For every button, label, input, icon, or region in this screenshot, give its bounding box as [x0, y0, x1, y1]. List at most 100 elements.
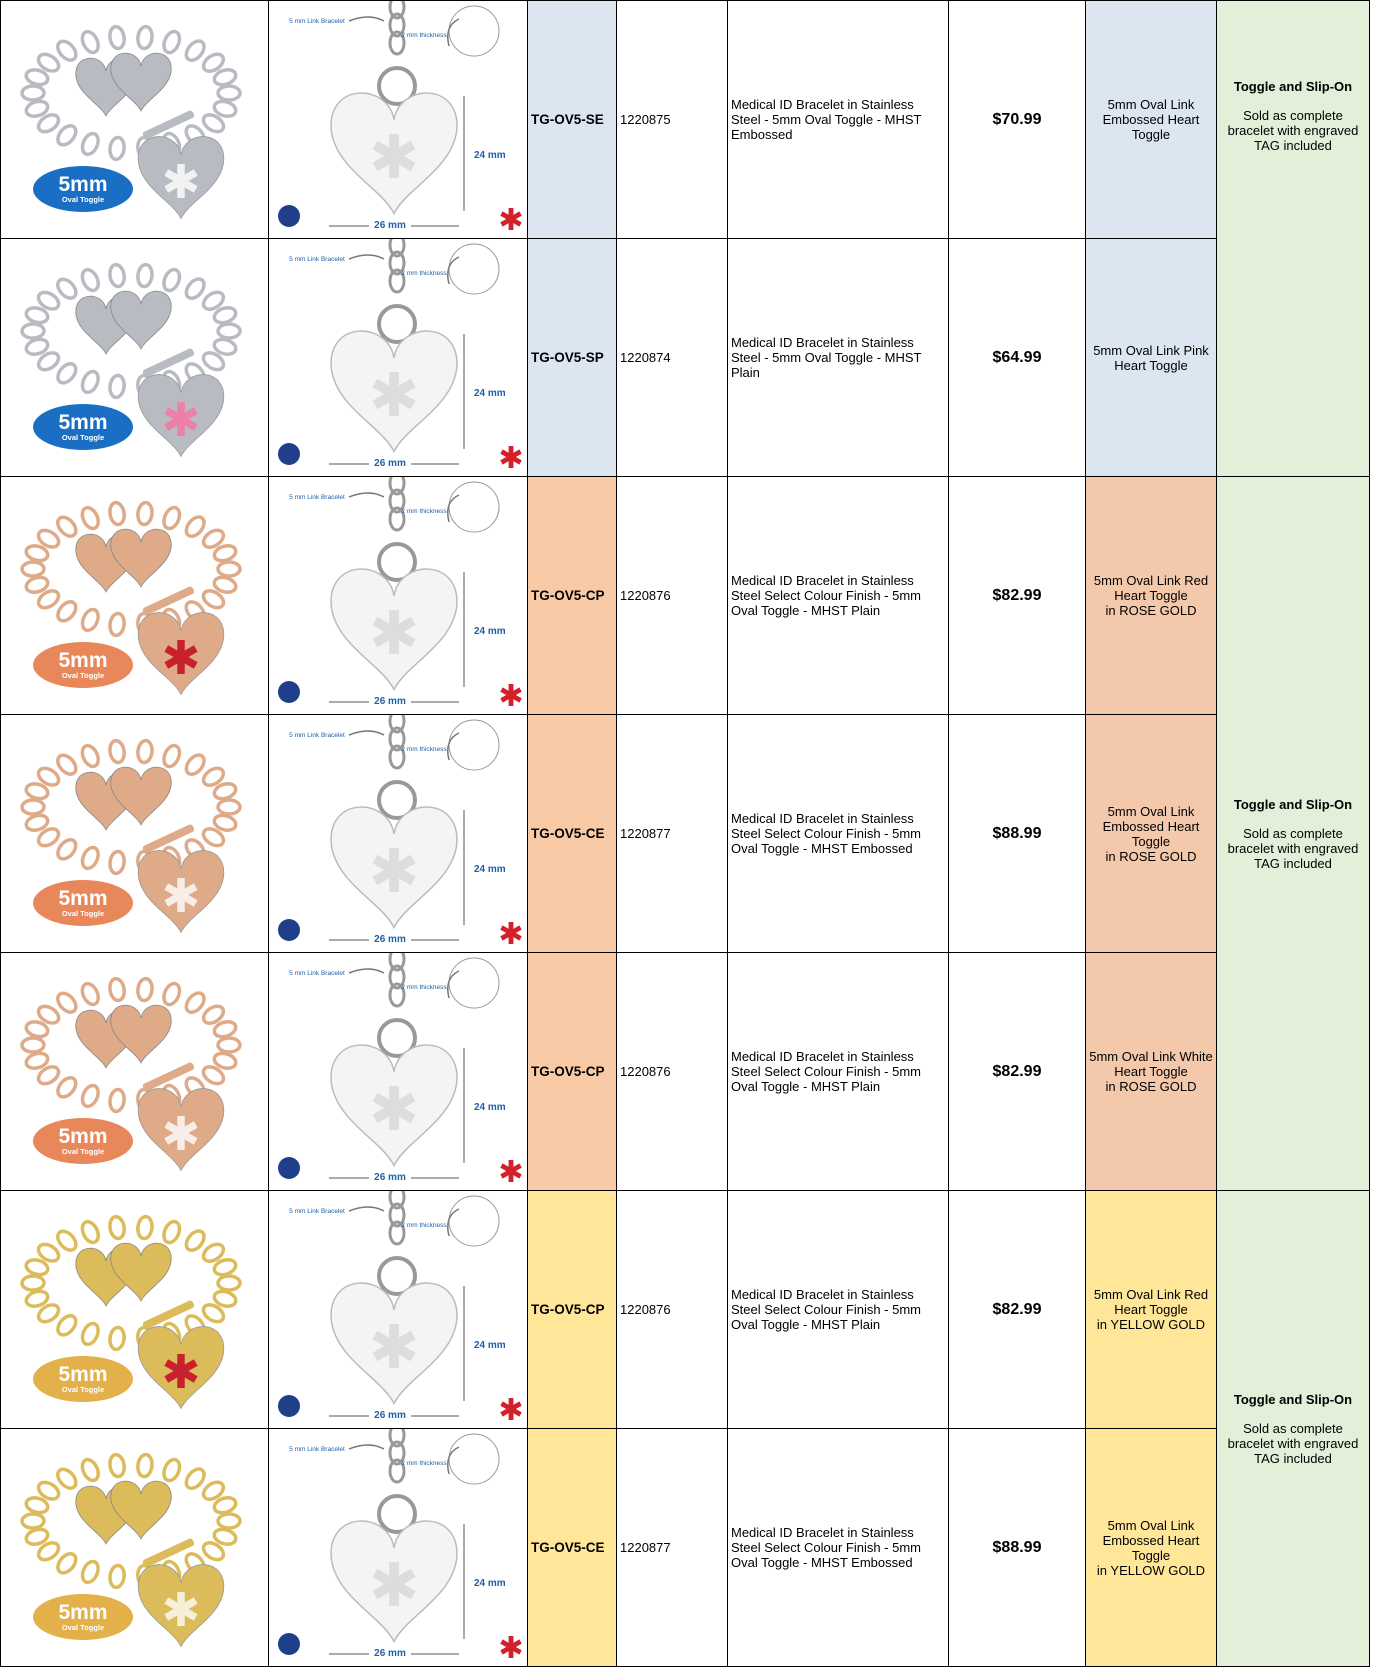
chain-link: [20, 798, 46, 816]
chain-link: [212, 813, 238, 832]
medical-star-arm: [372, 616, 416, 648]
arrow: [348, 16, 385, 22]
chain-link: [136, 24, 154, 51]
magnifier: [448, 957, 500, 1009]
chain-link: [162, 505, 182, 531]
arrow: [348, 730, 385, 736]
chain-link: [162, 743, 182, 769]
bracelet-cell: 5mm Oval Toggle: [0, 0, 269, 239]
label-bg: [369, 1169, 411, 1183]
chain-link: [388, 1, 406, 20]
width-label: 26 mm: [374, 1410, 406, 1421]
diagram-cell: 5 mm Link Bracelet 2 mm thickness 24 mm 26 …: [268, 1190, 528, 1429]
chain-link: [20, 560, 46, 578]
arrow: [447, 494, 460, 523]
chain-link: [136, 976, 154, 1003]
medical-star-arm: [164, 1121, 198, 1145]
chain-link: [388, 1440, 406, 1466]
chain-link: [201, 113, 226, 134]
badge-style: Oval Toggle: [62, 1147, 104, 1156]
badge: [33, 166, 133, 212]
chain-link: [24, 337, 50, 356]
arrow: [348, 492, 385, 498]
toggle-bar: [142, 1538, 195, 1568]
chain-link: [108, 1452, 126, 1479]
name-line: in YELLOW GOLD: [1096, 1562, 1206, 1578]
chain-link: [212, 99, 238, 118]
chain-link: [20, 1512, 46, 1530]
medical-star-arm: [164, 645, 198, 669]
magnifier: [448, 5, 500, 57]
product-row: 5mm Oval Toggle 5 mm Link Bracelet 2 mm thi…: [0, 1190, 1370, 1667]
arrow: [447, 256, 460, 285]
chain-link: [388, 30, 406, 56]
product-name: 5mm Oval Link Embossed Heart Toggle in YE…: [1085, 1428, 1217, 1667]
chain-link: [212, 1527, 238, 1546]
tag-heart: [110, 52, 172, 112]
chain-link: [216, 1512, 242, 1530]
name-line: 5mm Oval Link Red Heart Toggle: [1093, 573, 1209, 603]
chain-link: [216, 1036, 242, 1054]
chain-link: [36, 290, 61, 311]
chain-link: [108, 1563, 126, 1590]
product-row: 5mm Oval Toggle 5 mm Link Bracelet 2 mm thi…: [0, 238, 1370, 477]
tag-heart: [110, 766, 172, 826]
chain-link: [216, 1274, 242, 1292]
logo: [278, 1395, 300, 1417]
chain-link: [24, 99, 50, 118]
chain-link: [36, 1480, 61, 1501]
bracelet-cell: 5mm Oval Toggle: [0, 714, 269, 953]
chain-link: [24, 575, 50, 594]
width-label: 26 mm: [374, 934, 406, 945]
link-label: 5 mm Link Bracelet: [289, 732, 345, 739]
badge-size: 5mm: [58, 887, 107, 910]
link-label: 5 mm Link Bracelet: [289, 1208, 345, 1215]
chain-link: [212, 1051, 238, 1070]
badge-size: 5mm: [58, 1601, 107, 1624]
chain-link: [56, 838, 78, 861]
chain-link: [212, 305, 238, 325]
thickness-label: 2 mm thickness: [401, 746, 447, 753]
tag-heart: [110, 1004, 172, 1064]
width-label: 26 mm: [374, 1648, 406, 1659]
medical-star-arm: [372, 1568, 416, 1600]
chain-link: [108, 849, 126, 876]
chain-link: [184, 277, 206, 301]
chain-link: [108, 738, 126, 765]
chain-link: [36, 1541, 61, 1562]
medical-star-arm: [500, 1639, 522, 1655]
arrow: [348, 1206, 385, 1212]
chain-link: [201, 1065, 226, 1086]
arrow: [348, 968, 385, 974]
price: $64.99: [948, 238, 1086, 477]
chain-link: [162, 267, 182, 293]
product-code: 1220875: [616, 0, 728, 239]
chain-link: [56, 753, 78, 776]
logo: [278, 1633, 300, 1655]
arrow: [447, 18, 460, 47]
name-line: in ROSE GOLD: [1105, 603, 1197, 618]
sku: TG-OV5-CE: [527, 714, 617, 953]
label-bg: [369, 931, 411, 945]
chain-link: [36, 827, 61, 848]
chain-link: [80, 1321, 100, 1347]
medical-star-arm: [500, 1401, 522, 1417]
ring: [377, 66, 417, 106]
price: $82.99: [948, 1190, 1086, 1429]
logo: [278, 443, 300, 465]
description: Medical ID Bracelet in Stainless Steel S…: [727, 476, 949, 715]
medical-star-arm: [164, 169, 198, 193]
diagram-cell: 5 mm Link Bracelet 2 mm thickness 24 mm 26 …: [268, 238, 528, 477]
chain-link: [388, 12, 406, 38]
logo: [278, 205, 300, 227]
chain-link: [388, 239, 406, 258]
chain-link: [36, 52, 61, 73]
chain-link: [136, 738, 154, 765]
description: Medical ID Bracelet in Stainless Steel S…: [727, 1190, 949, 1429]
chain-link: [24, 1496, 50, 1515]
toggle-bar: [142, 348, 195, 378]
